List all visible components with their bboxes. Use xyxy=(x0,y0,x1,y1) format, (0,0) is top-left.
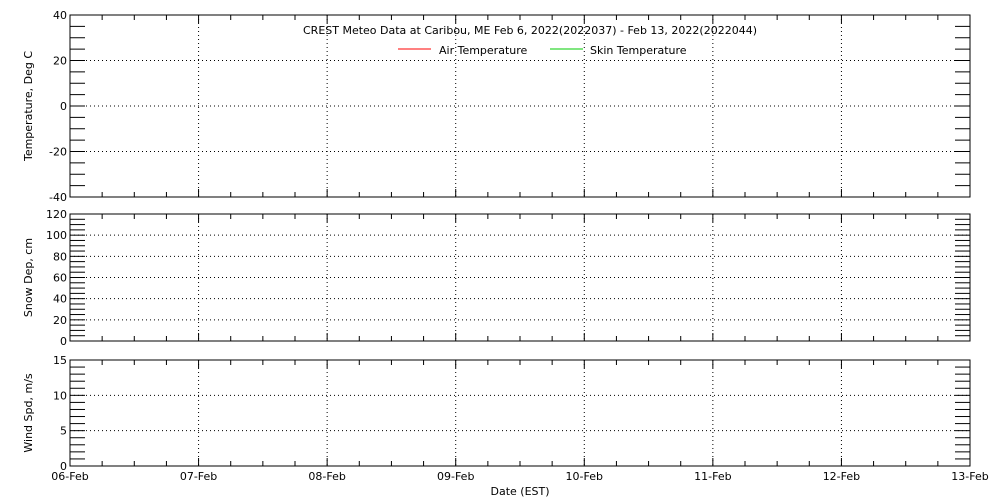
y-tick-label: 0 xyxy=(60,460,67,473)
panel-2: 0 20 40 60 80 100 120 Snow Dep, cm xyxy=(22,208,971,348)
x-tick-label: 09-Feb xyxy=(437,470,474,483)
y-tick-label: 0 xyxy=(60,100,67,113)
y-tick-label: 40 xyxy=(53,9,67,22)
x-tick-label: 07-Feb xyxy=(180,470,217,483)
y-tick-label: 120 xyxy=(46,208,67,221)
y-tick-label: 60 xyxy=(53,272,67,285)
y-tick-label: -20 xyxy=(49,146,67,159)
x-axis-label: Date (EST) xyxy=(490,485,549,498)
plot-frame xyxy=(69,213,971,342)
panel-1: -40 -20 0 20 40 Temperature, Deg C xyxy=(22,9,971,204)
y-tick-label: 10 xyxy=(53,389,67,402)
x-tick-label: 08-Feb xyxy=(308,470,345,483)
y-tick-label: 80 xyxy=(53,250,67,263)
x-tick-label: 12-Feb xyxy=(823,470,860,483)
y-tick-label: 20 xyxy=(53,314,67,327)
y-tick-label: 15 xyxy=(53,354,67,367)
y-axis-label: Wind Spd, m/s xyxy=(22,373,35,453)
y-tick-label: -40 xyxy=(49,191,67,204)
plot-frame xyxy=(69,14,971,198)
y-tick-label: 40 xyxy=(53,293,67,306)
y-axis-label: Temperature, Deg C xyxy=(22,51,35,162)
y-tick-label: 0 xyxy=(60,335,67,348)
y-tick-label: 100 xyxy=(46,229,67,242)
panel-3: 0 5 10 15 Wind Spd, m/s xyxy=(22,354,971,473)
x-tick-label: 13-Feb xyxy=(951,470,988,483)
x-tick-label: 11-Feb xyxy=(694,470,731,483)
x-tick-label: 10-Feb xyxy=(566,470,603,483)
plot-frame xyxy=(69,359,971,467)
chart-title: CREST Meteo Data at Caribou, ME Feb 6, 2… xyxy=(303,24,757,37)
legend-label: Air Temperature xyxy=(439,44,528,57)
y-tick-label: 20 xyxy=(53,55,67,68)
y-tick-label: 5 xyxy=(60,425,67,438)
x-tick-label: 06-Feb xyxy=(51,470,88,483)
legend-label: Skin Temperature xyxy=(590,44,687,57)
y-axis-label: Snow Dep, cm xyxy=(22,238,35,317)
